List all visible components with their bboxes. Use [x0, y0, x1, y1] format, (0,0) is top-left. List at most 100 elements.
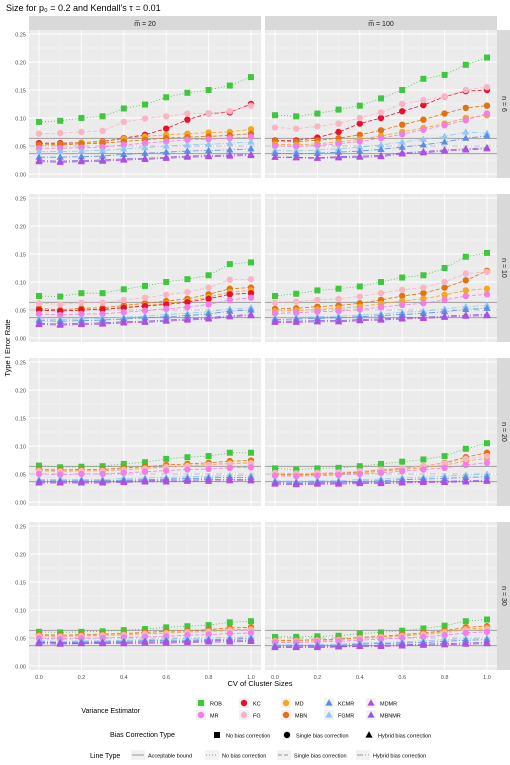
y-tick-label: 0.20	[15, 389, 26, 395]
series-line-MR	[38, 466, 252, 475]
point-MR	[184, 304, 191, 311]
point-MDMR	[483, 311, 491, 319]
point-MDMR	[356, 642, 364, 649]
point-KCMR	[462, 473, 470, 480]
series-line-FG	[274, 86, 488, 130]
point-ROB	[399, 458, 406, 465]
legend-label-MR: MR	[210, 714, 219, 720]
series-line-MD	[275, 627, 488, 642]
series-line-MD	[38, 290, 252, 312]
y-axis-label: Type I Error Rate	[3, 319, 12, 376]
point-ROB	[293, 633, 300, 640]
point-KCMR	[183, 311, 191, 319]
point-MDMR	[99, 157, 107, 164]
legend-marker-MBN	[282, 711, 290, 719]
point-ROB	[420, 75, 427, 82]
point-KC	[420, 101, 427, 109]
point-FG	[441, 278, 448, 286]
point-ROB	[99, 113, 106, 120]
point-ROB	[399, 274, 406, 281]
col-strip-1	[265, 16, 497, 30]
series-line-MR	[39, 136, 252, 149]
point-MR	[141, 468, 149, 475]
y-tick-label: 0.15	[15, 581, 26, 587]
point-FGMR	[141, 143, 149, 151]
point-KCMR	[56, 153, 64, 160]
point-ROB	[248, 618, 254, 625]
point-MR	[163, 467, 170, 474]
point-MDMR	[162, 317, 170, 324]
point-MDMR	[183, 638, 191, 646]
point-ROB	[272, 465, 278, 472]
series-line-KCMR	[39, 148, 252, 158]
legend-label-MDMR: MDMR	[380, 702, 397, 708]
point-ROB	[441, 265, 448, 271]
point-MR	[184, 136, 191, 144]
point-MR	[420, 126, 427, 133]
point-MR	[247, 294, 255, 301]
row-strip-2	[497, 358, 510, 506]
point-MDMR	[226, 638, 234, 645]
legend-bias-marker	[365, 731, 373, 738]
series-line-FGMR	[38, 307, 252, 320]
point-MR	[226, 630, 233, 637]
series-line-FG	[38, 629, 252, 638]
point-FG	[483, 452, 491, 460]
point-FG	[205, 110, 212, 117]
point-MBN	[420, 290, 427, 297]
col-strip-0	[29, 16, 261, 30]
point-ROB	[462, 253, 469, 260]
point-FG	[335, 295, 342, 302]
point-MDMR	[335, 153, 343, 161]
y-tick-label: 0.00	[15, 337, 26, 343]
point-ROB	[378, 95, 384, 102]
point-ROB	[205, 622, 212, 629]
series-line-MDMR	[275, 315, 488, 323]
x-axis-label: CV of Cluster Sizes	[227, 679, 292, 688]
point-KCMR	[35, 153, 43, 160]
point-FGMR	[35, 147, 43, 155]
legend-label-MD: MD	[295, 702, 304, 708]
point-ROB	[293, 290, 300, 297]
series-line-MDMR	[275, 643, 488, 648]
series-line-MDMR	[38, 155, 252, 163]
series-line-MBNMR	[275, 314, 488, 322]
point-ROB	[378, 460, 384, 467]
series-line-MDMR	[274, 480, 488, 486]
legend-bias-marker	[214, 732, 220, 738]
point-MDMR	[419, 148, 427, 156]
point-MR	[462, 461, 469, 469]
point-FG	[356, 114, 363, 122]
y-tick-label: 0.10	[15, 609, 26, 615]
series-line-FG	[275, 628, 488, 642]
point-MR	[120, 469, 128, 477]
point-MR	[441, 122, 448, 129]
point-FG	[226, 108, 233, 115]
point-FG	[247, 276, 255, 283]
point-MR	[356, 306, 363, 313]
point-FGMR	[398, 138, 406, 145]
point-MR	[377, 134, 385, 142]
point-ROB	[484, 616, 490, 623]
series-line-KC	[39, 103, 252, 144]
point-MR	[377, 469, 385, 477]
point-KC	[226, 291, 233, 298]
point-ROB	[399, 627, 406, 634]
point-MR	[293, 473, 300, 480]
point-MR	[441, 296, 448, 304]
point-ROB	[272, 293, 278, 299]
point-MR	[420, 300, 427, 307]
point-ROB	[335, 632, 342, 639]
point-FG	[78, 128, 85, 136]
series-line-KC	[38, 292, 252, 312]
series-line-MBN	[275, 625, 488, 641]
point-MR	[441, 464, 448, 472]
point-ROB	[441, 453, 448, 460]
point-MBN	[356, 131, 363, 138]
series-line-MBNMR	[39, 479, 251, 483]
point-MDMR	[120, 156, 128, 163]
point-MR	[78, 470, 85, 478]
point-KC	[377, 114, 385, 122]
point-FG	[483, 268, 491, 276]
